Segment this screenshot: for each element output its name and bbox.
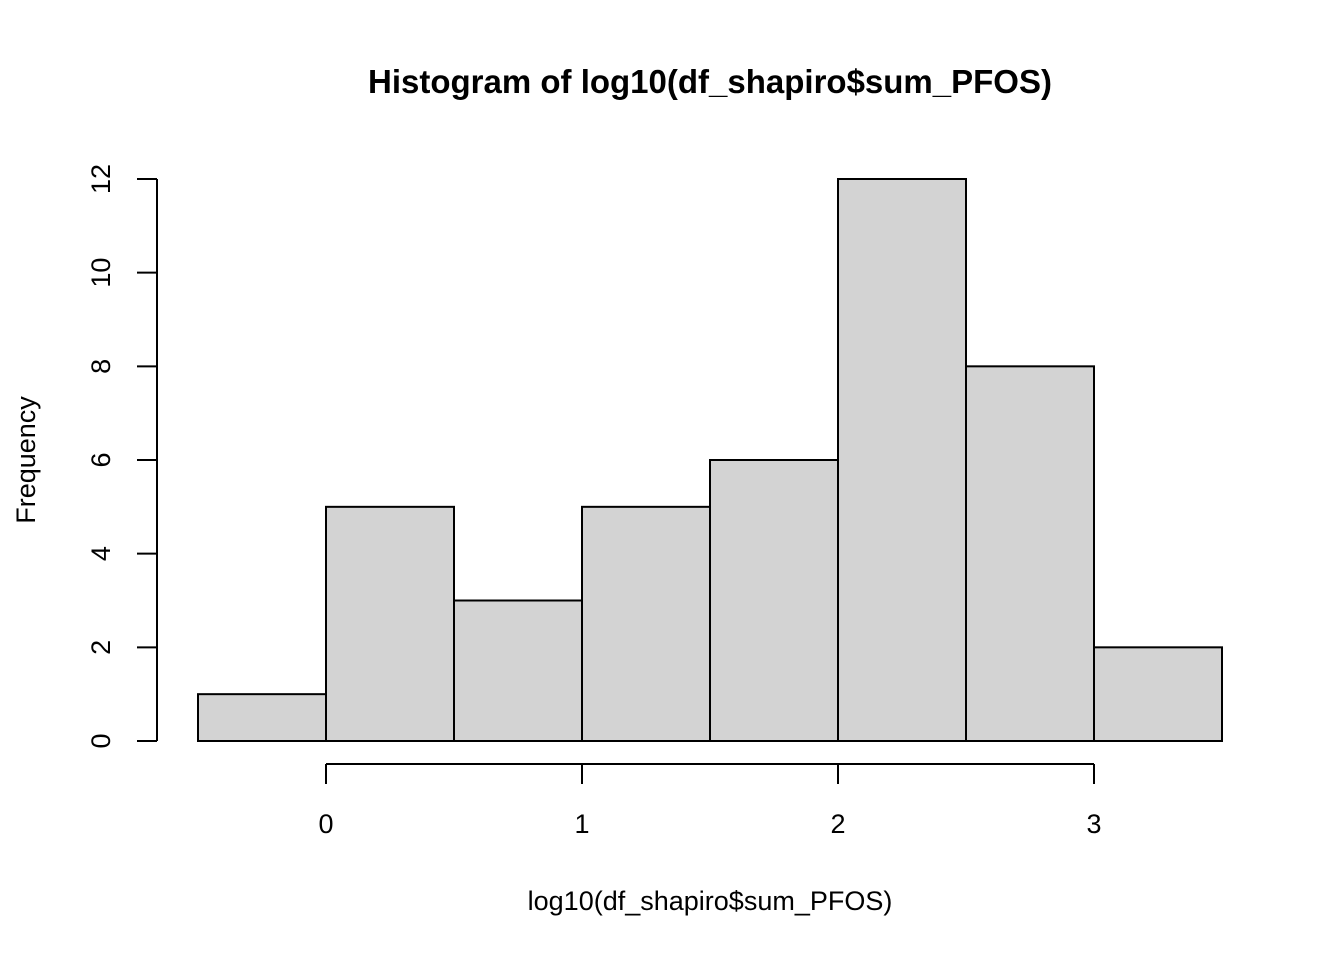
histogram-bar-6 [965, 365, 1095, 742]
histogram-bar-7 [1093, 646, 1223, 742]
y-tick-label-2: 4 [86, 546, 116, 561]
x-tick-label-2: 2 [830, 809, 845, 839]
x-tick-label-0: 0 [318, 809, 333, 839]
histogram-bar-4 [709, 459, 839, 742]
y-tick-label-6: 12 [86, 164, 116, 194]
y-tick-label-4: 8 [86, 359, 116, 374]
y-tick-label-5: 10 [86, 258, 116, 288]
y-tick-label-0: 0 [86, 733, 116, 748]
chart-title: Histogram of log10(df_shapiro$sum_PFOS) [368, 63, 1052, 100]
y-axis-label: Frequency [11, 396, 41, 524]
histogram-bar-5 [837, 178, 967, 742]
x-axis: 0 1 2 3 [318, 763, 1102, 839]
histogram-bar-3 [581, 505, 711, 743]
histogram-bar-1 [325, 505, 455, 743]
bars-group [197, 178, 1223, 743]
y-tick-label-3: 6 [86, 452, 116, 467]
y-axis: 0 2 4 6 8 10 12 [86, 164, 158, 749]
x-tick-label-1: 1 [574, 809, 589, 839]
y-tick-label-1: 2 [86, 640, 116, 655]
histogram-bar-2 [453, 599, 583, 742]
x-axis-label: log10(df_shapiro$sum_PFOS) [528, 886, 893, 916]
x-tick-label-3: 3 [1086, 809, 1101, 839]
histogram-bar-0 [197, 693, 327, 743]
